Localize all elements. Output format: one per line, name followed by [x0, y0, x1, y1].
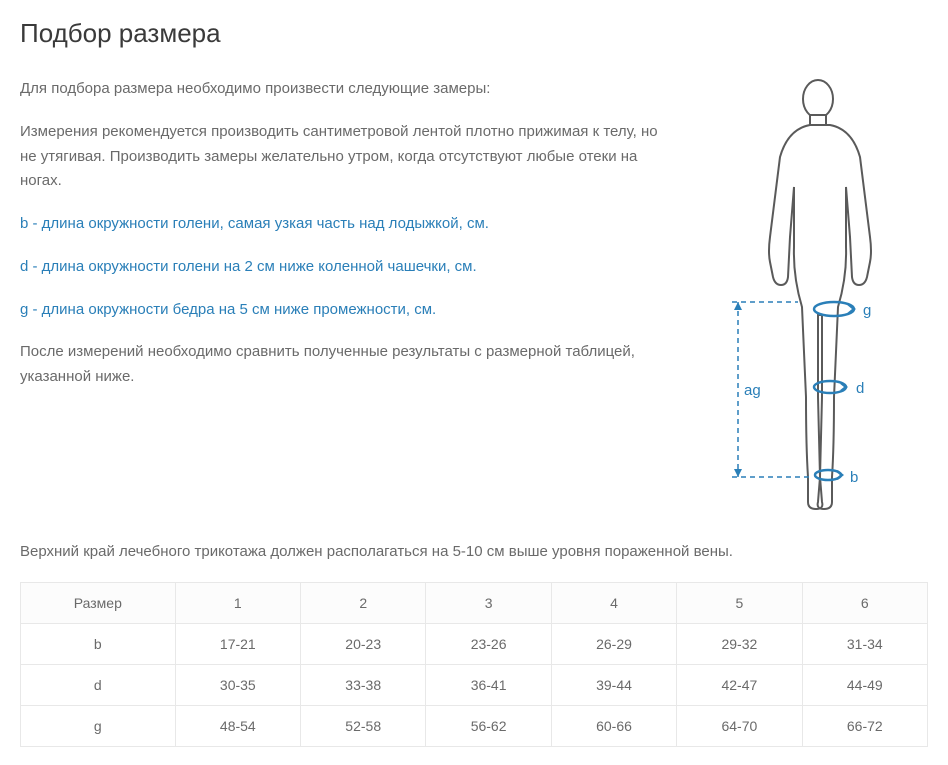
bottom-note: Верхний край лечебного трикотажа должен … [20, 540, 928, 564]
measure-b: b - длина окружности голени, самая узкая… [20, 212, 678, 237]
diagram-label-b: b [850, 469, 858, 486]
header-label: Размер [21, 583, 176, 624]
measure-desc-b: - длина окружности голени, самая узкая ч… [28, 215, 489, 232]
cell: 66-72 [802, 706, 927, 747]
diagram-label-g: g [863, 302, 871, 319]
after-measure-text: После измерений необходимо сравнить полу… [20, 340, 678, 390]
body-diagram-icon: ag g d b [698, 77, 928, 517]
table-header-row: Размер 1 2 3 4 5 6 [21, 583, 928, 624]
col-6: 6 [802, 583, 927, 624]
col-3: 3 [426, 583, 551, 624]
col-2: 2 [301, 583, 426, 624]
measure-desc-g: - длина окружности бедра на 5 см ниже пр… [28, 301, 436, 318]
measure-d: d - длина окружности голени на 2 см ниже… [20, 255, 678, 280]
cell: 42-47 [677, 665, 802, 706]
table-row: d 30-35 33-38 36-41 39-44 42-47 44-49 [21, 665, 928, 706]
cell: 44-49 [802, 665, 927, 706]
row-label-b: b [21, 624, 176, 665]
cell: 31-34 [802, 624, 927, 665]
cell: 30-35 [175, 665, 300, 706]
measure-g: g - длина окружности бедра на 5 см ниже … [20, 298, 678, 323]
cell: 48-54 [175, 706, 300, 747]
cell: 20-23 [301, 624, 426, 665]
content-row: Для подбора размера необходимо произвест… [20, 77, 928, 522]
cell: 56-62 [426, 706, 551, 747]
col-4: 4 [551, 583, 676, 624]
intro-text: Для подбора размера необходимо произвест… [20, 77, 678, 102]
cell: 52-58 [301, 706, 426, 747]
cell: 33-38 [301, 665, 426, 706]
measure-desc-d: - длина окружности голени на 2 см ниже к… [28, 258, 476, 275]
diagram-column: ag g d b [698, 77, 928, 522]
page-title: Подбор размера [20, 18, 928, 49]
cell: 36-41 [426, 665, 551, 706]
instructions-text: Измерения рекомендуется производить сант… [20, 120, 678, 194]
col-1: 1 [175, 583, 300, 624]
cell: 26-29 [551, 624, 676, 665]
size-table: Размер 1 2 3 4 5 6 b 17-21 20-23 23-26 2… [20, 582, 928, 747]
cell: 39-44 [551, 665, 676, 706]
cell: 64-70 [677, 706, 802, 747]
diagram-label-d: d [856, 380, 864, 397]
table-row: g 48-54 52-58 56-62 60-66 64-70 66-72 [21, 706, 928, 747]
row-label-g: g [21, 706, 176, 747]
cell: 23-26 [426, 624, 551, 665]
row-label-d: d [21, 665, 176, 706]
cell: 60-66 [551, 706, 676, 747]
cell: 17-21 [175, 624, 300, 665]
text-column: Для подбора размера необходимо произвест… [20, 77, 678, 522]
col-5: 5 [677, 583, 802, 624]
cell: 29-32 [677, 624, 802, 665]
diagram-label-ag: ag [744, 382, 761, 399]
table-row: b 17-21 20-23 23-26 26-29 29-32 31-34 [21, 624, 928, 665]
